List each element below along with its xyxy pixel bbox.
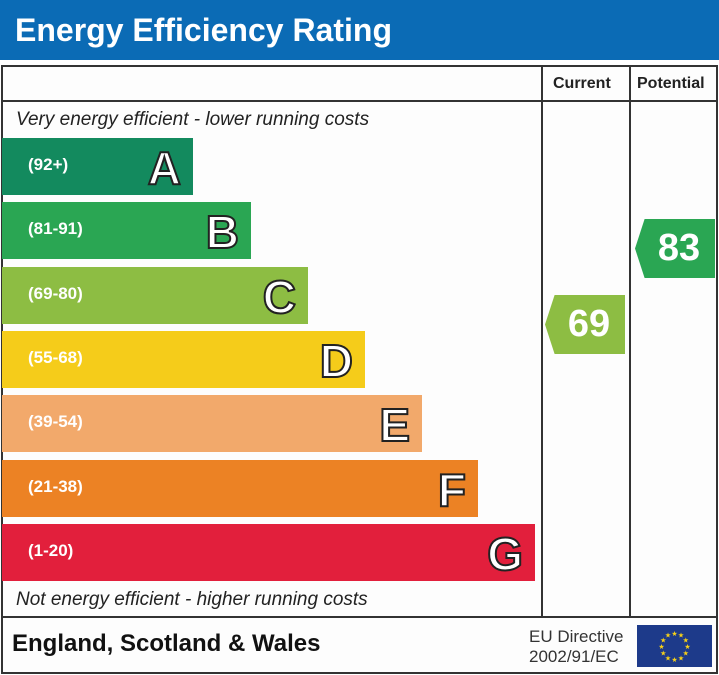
page-title: Energy Efficiency Rating	[0, 0, 719, 60]
divider	[541, 65, 543, 617]
directive-line2: 2002/91/EC	[529, 647, 619, 666]
eu-star-icon: ★	[671, 656, 677, 664]
band-bar-d: (55-68) D	[2, 330, 365, 388]
divider	[1, 616, 718, 618]
eu-star-icon: ★	[671, 630, 677, 638]
band-letter: G	[486, 527, 524, 581]
band-letter: E	[378, 398, 411, 452]
current-column-header: Current	[553, 75, 611, 92]
eu-star-icon: ★	[658, 643, 664, 651]
band-letter: F	[437, 463, 467, 517]
eu-star-icon: ★	[660, 637, 666, 645]
eu-star-icon: ★	[678, 632, 684, 640]
current-rating-arrow: 69	[545, 295, 625, 354]
band-letter: C	[262, 270, 297, 324]
band-bar-f: (21-38) F	[2, 459, 478, 517]
divider	[629, 65, 631, 617]
eu-directive: EU Directive 2002/91/EC	[529, 627, 623, 667]
band-bar-c: (69-80) C	[2, 266, 308, 324]
band-bar-e: (39-54) E	[2, 395, 422, 453]
band-range: (1-20)	[28, 540, 74, 560]
band-range: (81-91)	[28, 219, 83, 239]
band-range: (39-54)	[28, 412, 83, 432]
band-range: (69-80)	[28, 283, 83, 303]
potential-column-header: Potential	[637, 75, 705, 92]
band-letter: A	[147, 141, 182, 195]
band-letter: B	[205, 205, 240, 259]
band-bar-a: (92+) A	[2, 138, 193, 195]
potential-rating-arrow: 83	[635, 219, 715, 278]
band-range: (92+)	[28, 155, 69, 174]
region-label: England, Scotland & Wales	[12, 630, 321, 657]
directive-line1: EU Directive	[529, 627, 624, 646]
eu-star-icon: ★	[665, 654, 671, 662]
divider	[1, 100, 718, 102]
band-range: (21-38)	[28, 476, 83, 496]
band-bar-b: (81-91) B	[2, 202, 251, 260]
band-letter: D	[319, 334, 354, 388]
eu-star-icon: ★	[660, 650, 666, 658]
band-range: (55-68)	[28, 347, 83, 367]
eu-star-icon: ★	[683, 650, 689, 658]
band-bar-g: (1-20) G	[2, 523, 535, 581]
eu-star-icon: ★	[665, 632, 671, 640]
eu-star-icon: ★	[683, 637, 689, 645]
eu-star-icon: ★	[684, 643, 690, 651]
top-note: Very energy efficient - lower running co…	[16, 109, 370, 130]
bottom-note: Not energy efficient - higher running co…	[16, 589, 368, 610]
eu-star-icon: ★	[678, 654, 684, 662]
eu-flag-icon: ★ ★★★★★★★★★★★	[637, 625, 712, 667]
